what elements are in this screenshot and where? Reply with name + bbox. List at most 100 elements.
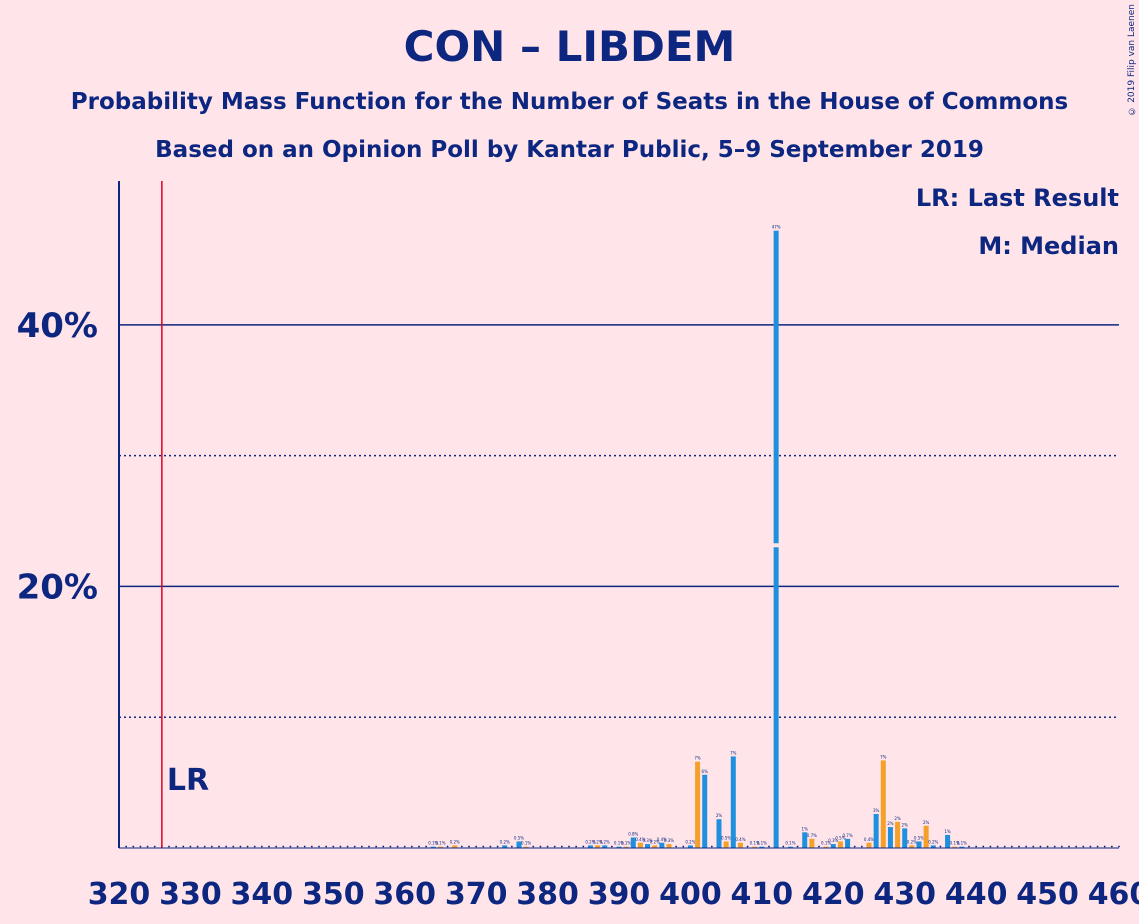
bar-value-label: 0.1% [821,841,831,846]
bar-value-label: 7% [730,750,737,755]
zero-mark [232,845,235,848]
bar-seats-396 [659,842,665,848]
zero-mark [1082,845,1085,848]
zero-mark [553,845,556,848]
zero-mark [682,845,685,848]
zero-mark [510,845,513,848]
zero-mark [203,845,206,848]
bar-seats-429 [895,821,901,848]
zero-mark [168,845,170,848]
zero-mark [253,845,256,848]
bar-value-label: 0.1% [621,841,631,846]
zero-mark [425,845,428,848]
zero-mark [289,845,292,848]
zero-mark [353,845,356,848]
zero-mark [582,845,585,848]
zero-mark [1046,845,1049,848]
zero-mark [975,845,978,848]
chart-subtitle: Probability Mass Function for the Number… [70,89,1069,115]
x-tick-label: 390 [588,877,651,912]
x-tick-label: 380 [516,877,579,912]
bar-seats-409 [752,846,758,848]
bar-value-label: 0.3% [828,838,838,843]
zero-mark [610,845,613,848]
x-tick-label: 460 [1088,877,1139,912]
x-tick-label: 320 [88,877,151,912]
bar-seats-412 [773,230,779,848]
bar-value-label: 2% [894,816,901,821]
bar-series: 0.1%0.1% 0.2% 0.2%0.5%0.1% 0.2%0.2%0.2% 0.1%… [118,225,1120,848]
bar-value-label: 7% [880,754,887,759]
bar-value-label: 0.2% [500,839,510,844]
bar-seats-407 [737,842,743,848]
bar-seats-417 [809,838,815,848]
zero-mark [310,845,313,848]
bar-value-label: 0.2% [600,839,610,844]
zero-mark [225,845,228,848]
bar-seats-365 [437,846,443,848]
x-tick-label: 430 [873,877,936,912]
bar-value-label: 0.1% [521,841,531,846]
bar-seats-402 [702,774,708,848]
bar-value-label: 0.2% [450,839,460,844]
bar-value-label: 0.1% [785,841,795,846]
zero-mark [410,845,413,848]
bar-value-label: 0.1% [428,841,438,846]
zero-mark [260,845,263,848]
zero-mark [182,845,185,848]
bar-seats-437 [952,846,958,848]
x-tick-label: 340 [231,877,294,912]
bar-seats-425 [866,842,872,848]
zero-mark [1010,845,1013,848]
bar-value-label: 0.8% [628,832,638,837]
zero-mark [1039,845,1042,848]
bar-seats-367 [452,845,458,848]
zero-mark [1060,845,1063,848]
zero-mark [246,845,249,848]
zero-mark [418,845,420,848]
bar-seats-391 [623,846,629,848]
zero-mark [196,845,199,848]
bar-value-label: 0.1% [614,841,624,846]
axes: 20% 40% LR 320 330 340 350 360 370 380 390 400 410 42… [17,181,1139,912]
bar-seats-405 [723,841,729,848]
zero-mark [275,845,278,848]
bar-value-label: 0.7% [842,833,852,838]
x-tick-label: 330 [159,877,222,912]
bar-value-label: 0.5% [721,835,731,840]
bar-value-label: 0.2% [585,839,595,844]
bar-seats-400 [687,845,693,848]
zero-mark [1025,845,1028,848]
x-tick-label: 410 [731,877,794,912]
zero-mark [996,845,999,848]
zero-mark [968,845,970,848]
zero-mark [296,845,299,848]
bar-value-label: 0.2% [928,839,938,844]
bar-value-label: 2% [902,822,909,827]
bar-seats-426 [873,813,879,848]
zero-mark [368,845,370,848]
bar-value-label: 0.4% [635,837,645,842]
zero-mark [482,845,485,848]
bar-seats-422 [845,838,851,848]
bar-seats-388 [602,845,608,848]
bar-seats-434 [930,845,936,848]
bar-seats-393 [637,842,643,848]
zero-mark [796,845,799,848]
zero-mark [475,845,478,848]
bar-seats-394 [645,844,651,848]
zero-mark [175,845,178,848]
bar-value-label: 1% [802,826,809,831]
zero-mark [468,845,470,848]
zero-mark [1096,845,1099,848]
bar-value-label: 0.1% [435,841,445,846]
zero-mark [346,845,349,848]
zero-mark [1003,845,1006,848]
bar-value-label: 2% [923,820,930,825]
zero-mark [1032,845,1035,848]
bar-value-label: 2% [887,821,894,826]
zero-mark [1053,845,1056,848]
zero-mark [675,845,678,848]
bar-seats-431 [909,845,915,848]
bar-seats-404 [716,819,722,848]
